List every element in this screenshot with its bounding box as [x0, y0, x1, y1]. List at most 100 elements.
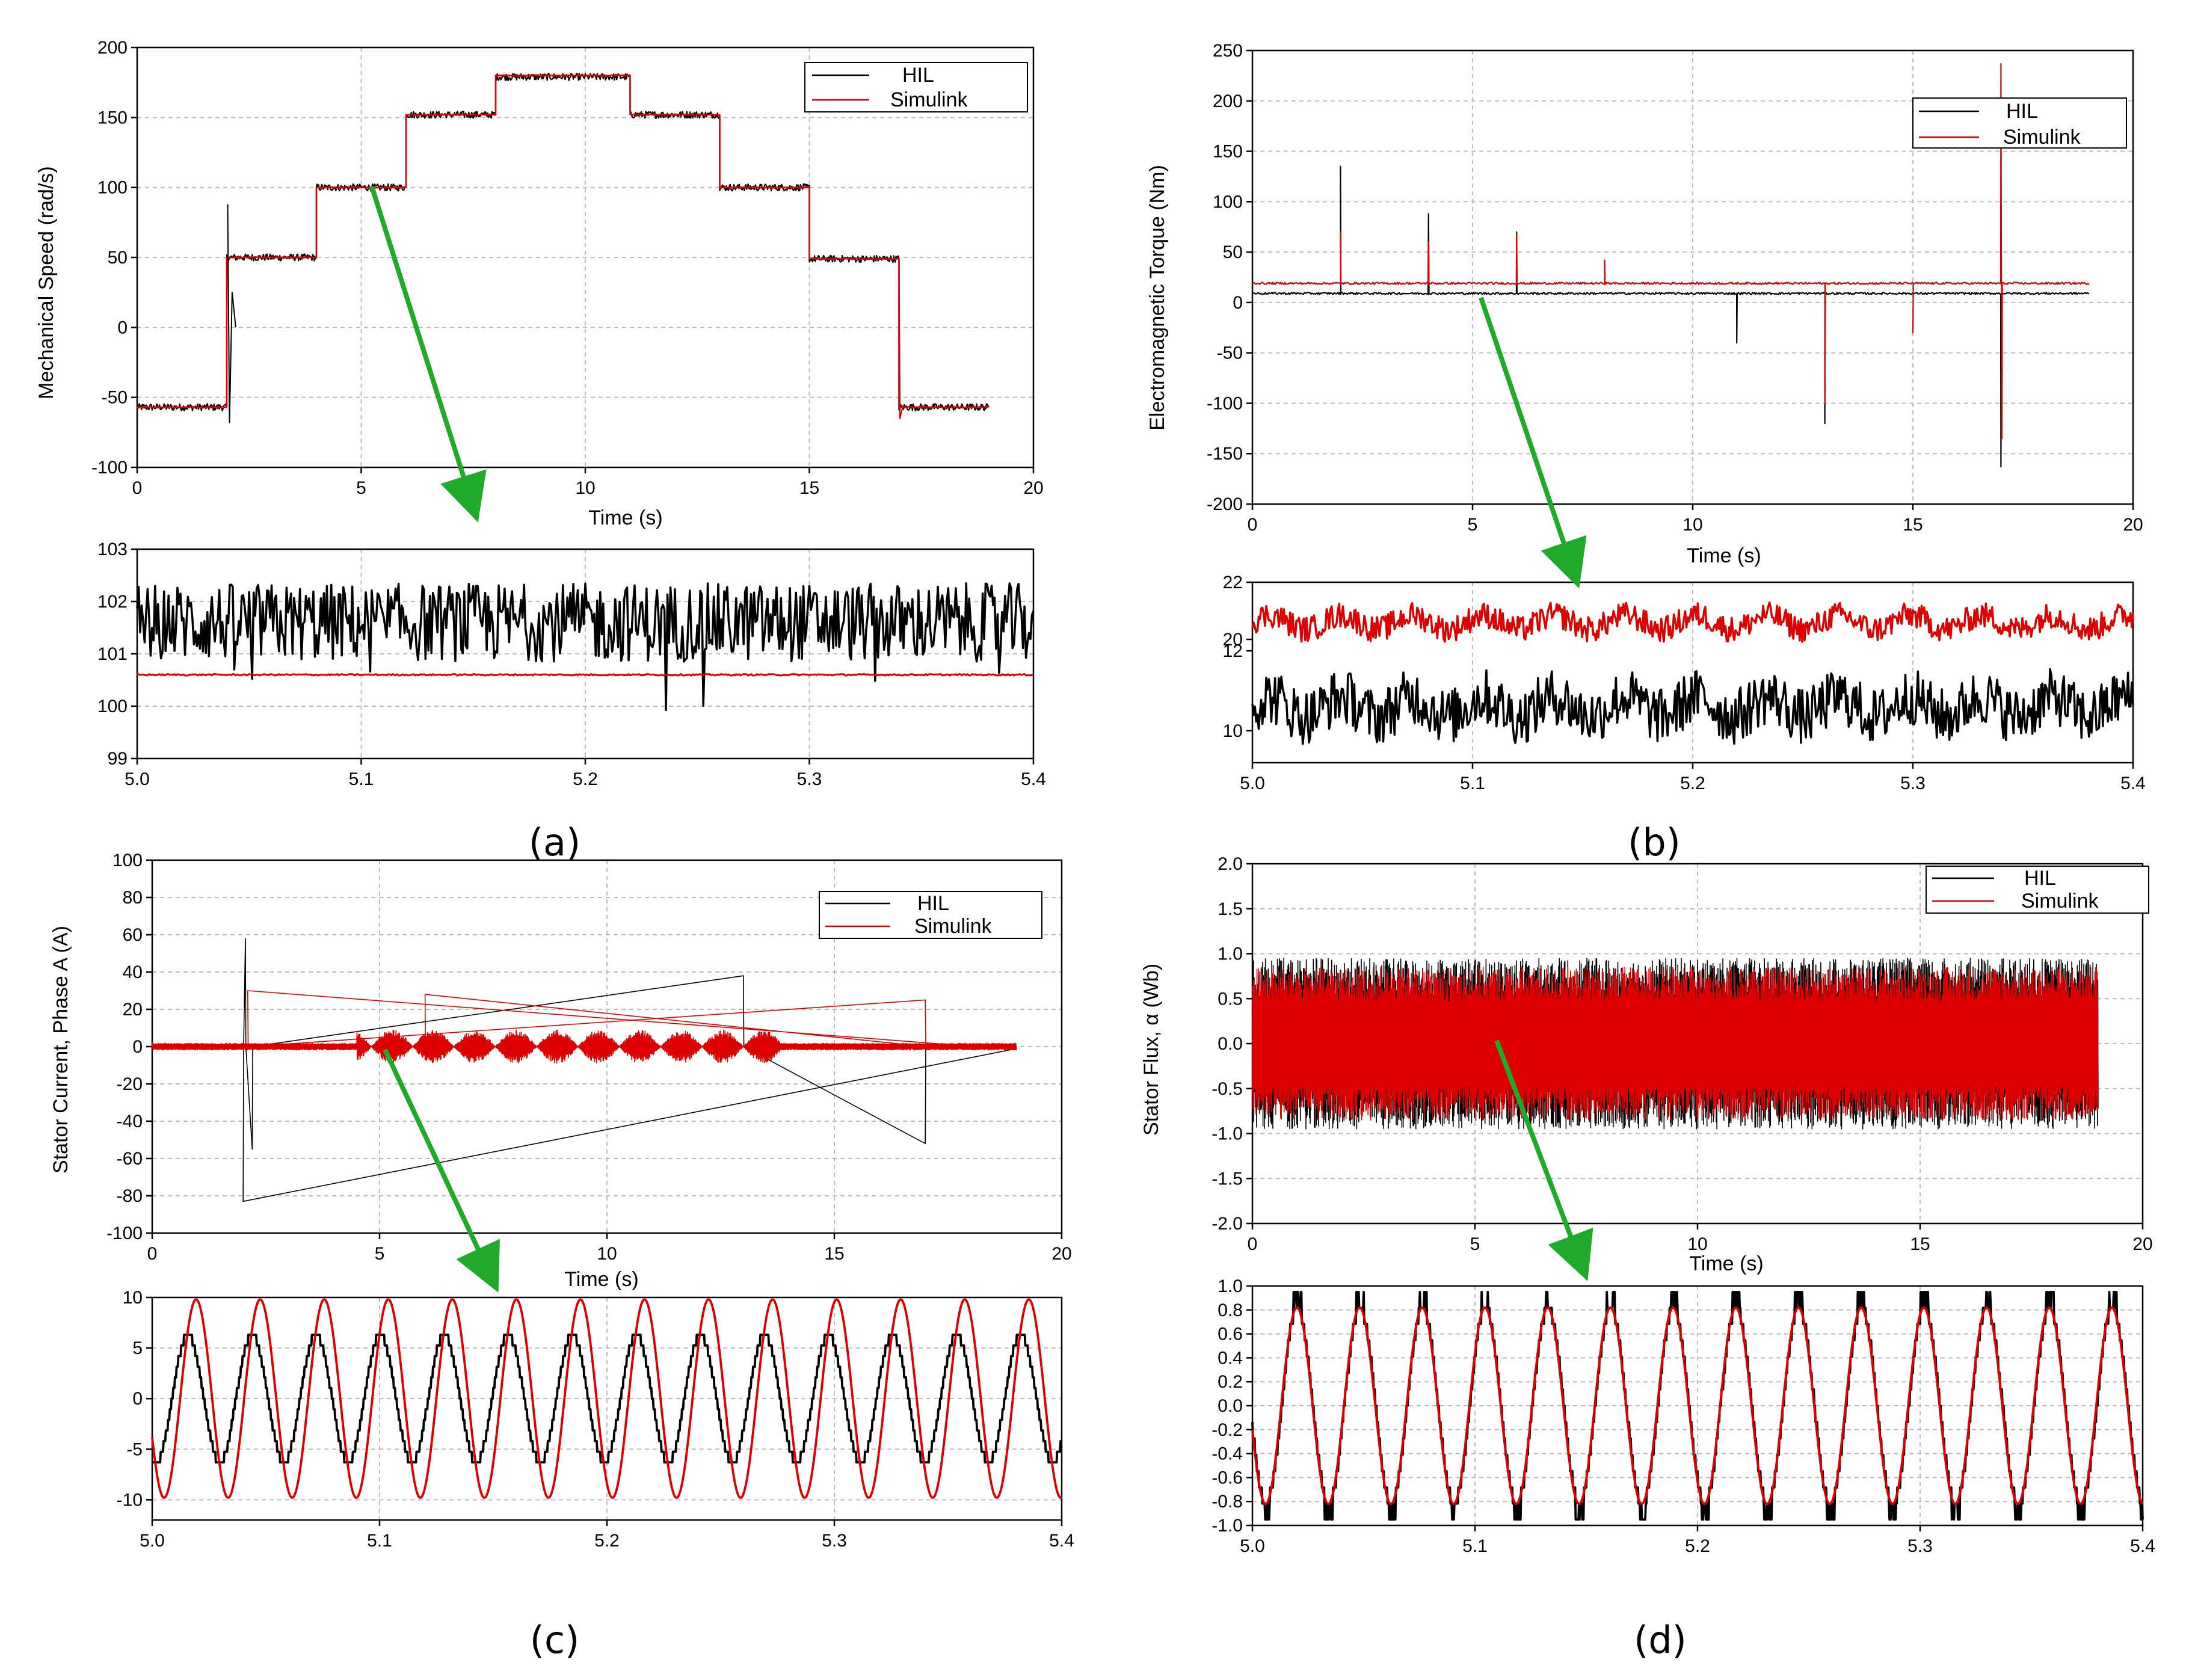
x-tick-label: 5.3 [1900, 774, 1926, 793]
x-tick-label: 5.4 [1049, 1531, 1074, 1551]
x-tick-label: 20 [2123, 515, 2143, 535]
x-tick-label: 10 [1682, 515, 1702, 535]
y-tick-label: -100 [1207, 393, 1243, 413]
y-tick-label: 5 [132, 1338, 143, 1358]
legend-simulink: Simulink [2021, 890, 2099, 912]
simulink-series [1252, 967, 2099, 1121]
y-tick-label: 80 [123, 888, 143, 908]
x-tick-label: 5.0 [140, 1531, 165, 1551]
y-tick-label: -10 [117, 1490, 143, 1510]
y-tick-label: -1.0 [1211, 1124, 1243, 1144]
panel-b: 0 5 10 15 20 -200 -150 -100 -50 0 50 100 150 200 250 5… [1146, 41, 2146, 864]
torque-main-plot: 0 5 10 15 20 -200 -150 -100 -50 0 50 100 150 200 250 [1207, 41, 2143, 535]
y-tick-label: 0.4 [1218, 1348, 1243, 1368]
legend-simulink: Simulink [2003, 126, 2081, 149]
simulink-series [137, 673, 1034, 677]
x-tick-label: 5.3 [822, 1531, 847, 1551]
y-tick-label: 200 [1213, 91, 1243, 111]
y-tick-label: 102 [97, 592, 128, 612]
y-tick-label: 0.6 [1218, 1325, 1243, 1344]
x-tick-label: 20 [1051, 1244, 1071, 1264]
legend-simulink: Simulink [914, 915, 992, 938]
y-tick-label: -20 [117, 1074, 143, 1094]
x-tick-label: 5 [1470, 1234, 1480, 1254]
torque-x-axis-label: Time (s) [1687, 544, 1761, 567]
plot-frame [1251, 49, 2134, 505]
y-tick-label: -80 [117, 1186, 143, 1206]
legend-hil: HIL [917, 892, 949, 915]
x-tick-label: 5.4 [2120, 774, 2146, 793]
x-tick-label: 5 [1468, 515, 1478, 535]
y-tick-label: 200 [97, 38, 128, 58]
simulink-series [1251, 1306, 2144, 1506]
x-tick-label: 15 [799, 478, 819, 498]
x-tick-label: 5.2 [594, 1531, 620, 1551]
hil-series [136, 582, 1035, 712]
flux-x-axis-label: Time (s) [1689, 1252, 1763, 1275]
y-tick-label: -200 [1207, 494, 1243, 514]
y-tick-label: -2.0 [1211, 1214, 1243, 1234]
y-tick-label: 0.0 [1218, 1034, 1243, 1054]
x-tick-label: 5.1 [349, 769, 374, 789]
y-tick-label: 100 [97, 178, 128, 198]
zoom-arrow [1479, 297, 1587, 589]
y-tick-label: 103 [97, 540, 128, 559]
y-tick-label: 250 [1213, 41, 1243, 61]
y-tick-label: 100 [1213, 192, 1243, 212]
legend-hil: HIL [2024, 867, 2056, 890]
x-tick-label: 5.0 [1240, 1536, 1265, 1556]
hil-series [136, 73, 990, 411]
y-tick-label: -50 [1217, 343, 1243, 363]
hil-series [1251, 668, 2134, 745]
x-tick-label: 0 [1248, 1234, 1258, 1254]
zoom-arrow [383, 1048, 500, 1293]
torque-y-axis-label: Electromagnetic Torque (Nm) [1146, 165, 1169, 431]
x-tick-label: 15 [1903, 515, 1923, 535]
hil-series [152, 938, 1017, 1202]
x-tick-label: 5.1 [367, 1531, 392, 1551]
y-tick-label: -0.5 [1211, 1079, 1243, 1099]
caption-a: (a) [529, 820, 580, 864]
torque-legend: HIL Simulink [1912, 97, 2127, 149]
y-tick-label: 100 [112, 851, 143, 870]
y-tick-label: 20 [123, 1000, 143, 1020]
legend-hil: HIL [902, 64, 934, 87]
y-tick-label: 1.0 [1218, 944, 1243, 964]
current-main-plot: 0 5 10 15 20 -100 -80 -60 -40 -20 0 20 40 60 80 100 [106, 851, 1072, 1264]
hil-series [152, 1334, 1062, 1463]
y-tick-label: 2.0 [1218, 854, 1243, 874]
y-tick-label: -40 [117, 1112, 143, 1131]
x-tick-label: 5.0 [125, 769, 150, 789]
x-tick-label: 5.2 [1680, 774, 1705, 793]
hil-transient [227, 204, 236, 423]
y-tick-label: -0.4 [1211, 1444, 1243, 1464]
y-tick-label: 150 [1213, 142, 1243, 162]
y-tick-label: 0.0 [1218, 1396, 1243, 1416]
x-tick-label: 5.4 [2130, 1536, 2155, 1556]
y-tick-label: 99 [108, 749, 128, 769]
speed-main-plot: 0 5 10 15 20 -100 -50 0 50 100 150 200 [91, 38, 1044, 498]
caption-b: (b) [1628, 820, 1681, 864]
y-tick-label: -5 [126, 1439, 143, 1459]
speed-legend: HIL Simulink [804, 62, 1028, 112]
current-zoom-plot: 5.0 5.1 5.2 5.3 5.4 -10 -5 0 5 10 [117, 1288, 1074, 1551]
y-tick-label: 0 [132, 1389, 143, 1409]
y-tick-label: -1.0 [1211, 1516, 1243, 1536]
simulink-series [1251, 601, 2134, 643]
x-tick-label: 20 [1023, 478, 1043, 498]
x-tick-label: 10 [1687, 1234, 1707, 1254]
legend-simulink: Simulink [890, 88, 968, 111]
y-tick-label: 0.8 [1218, 1300, 1243, 1320]
x-tick-label: 5.3 [797, 769, 822, 789]
plot-frame [1251, 581, 2134, 764]
y-tick-label: 50 [108, 248, 128, 268]
current-legend: HIL Simulink [819, 891, 1042, 939]
zoom-arrow [369, 185, 487, 523]
x-tick-label: 5 [375, 1244, 385, 1264]
x-tick-label: 10 [597, 1244, 617, 1264]
x-tick-label: 15 [1910, 1234, 1930, 1254]
zoom-arrow [1494, 1039, 1593, 1281]
y-tick-label: 0 [132, 1037, 143, 1057]
